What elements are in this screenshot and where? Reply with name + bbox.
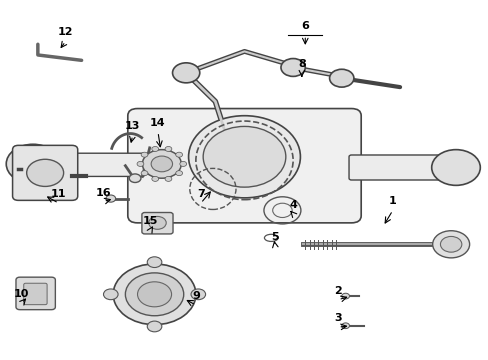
Circle shape — [175, 171, 182, 176]
Circle shape — [125, 273, 183, 316]
Circle shape — [172, 63, 200, 83]
FancyBboxPatch shape — [348, 155, 450, 180]
Circle shape — [281, 59, 305, 76]
Circle shape — [175, 152, 182, 157]
Circle shape — [148, 216, 166, 229]
Circle shape — [203, 126, 285, 187]
FancyBboxPatch shape — [24, 283, 47, 305]
Circle shape — [113, 264, 196, 325]
Text: 10: 10 — [14, 289, 29, 299]
Circle shape — [329, 69, 353, 87]
Circle shape — [432, 231, 468, 258]
Circle shape — [141, 171, 148, 176]
Text: 7: 7 — [197, 189, 204, 199]
Text: 4: 4 — [288, 200, 296, 210]
Circle shape — [151, 147, 158, 152]
Circle shape — [106, 195, 116, 202]
Text: 9: 9 — [192, 291, 200, 301]
Circle shape — [147, 321, 162, 332]
Circle shape — [180, 161, 186, 166]
Text: 1: 1 — [388, 197, 396, 206]
Circle shape — [6, 144, 60, 184]
FancyBboxPatch shape — [13, 145, 78, 201]
Circle shape — [151, 156, 172, 172]
Circle shape — [147, 257, 162, 267]
Circle shape — [141, 152, 148, 157]
Text: 5: 5 — [271, 232, 278, 242]
Text: 8: 8 — [297, 59, 305, 69]
FancyBboxPatch shape — [142, 212, 173, 234]
Text: 14: 14 — [150, 118, 165, 128]
Text: 3: 3 — [334, 313, 342, 323]
Circle shape — [103, 289, 118, 300]
Text: 6: 6 — [301, 21, 308, 31]
FancyBboxPatch shape — [23, 153, 144, 176]
FancyBboxPatch shape — [16, 277, 55, 310]
Circle shape — [431, 150, 479, 185]
Circle shape — [142, 150, 181, 178]
Text: 16: 16 — [96, 188, 111, 198]
Circle shape — [165, 147, 171, 152]
Text: 12: 12 — [58, 27, 73, 37]
Text: 11: 11 — [51, 189, 66, 199]
FancyBboxPatch shape — [127, 109, 361, 223]
Text: 13: 13 — [125, 121, 140, 131]
Circle shape — [165, 176, 171, 181]
Circle shape — [440, 237, 461, 252]
Circle shape — [341, 323, 349, 329]
Circle shape — [151, 176, 158, 181]
Circle shape — [137, 282, 171, 307]
Circle shape — [129, 174, 141, 183]
Circle shape — [27, 159, 63, 186]
Circle shape — [188, 116, 300, 198]
Circle shape — [341, 293, 349, 299]
Text: 15: 15 — [142, 216, 158, 226]
Circle shape — [191, 289, 205, 300]
Circle shape — [137, 161, 143, 166]
Text: 2: 2 — [334, 286, 342, 296]
